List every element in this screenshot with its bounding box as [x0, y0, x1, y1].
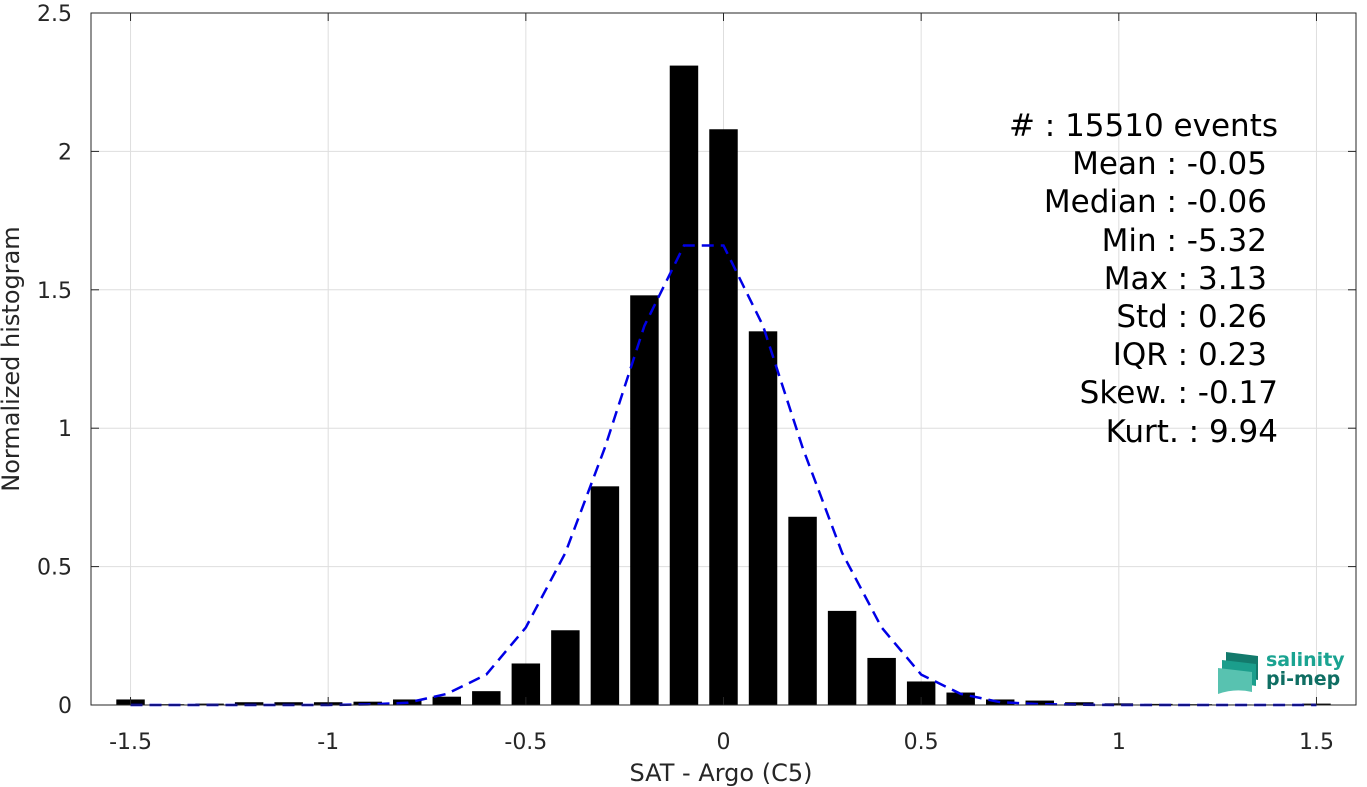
histogram-bar	[788, 516, 817, 705]
histogram-bar	[472, 691, 501, 705]
histogram-bar	[234, 702, 264, 705]
x-tick-label: 0.5	[904, 730, 939, 755]
stat-median: Median : -0.06	[1044, 184, 1267, 220]
histogram-bar	[432, 696, 462, 705]
y-tick-label: 2.5	[37, 2, 72, 27]
histogram-bar	[985, 699, 1015, 705]
logo-text-salinity: salinity	[1266, 649, 1345, 671]
stat-events: # : 15510 events	[1009, 108, 1278, 144]
stat-max: Max : 3.13	[1104, 261, 1267, 297]
wave-logo-icon	[1218, 652, 1258, 694]
x-tick-label: -1.5	[109, 730, 152, 755]
bar-series	[116, 65, 1331, 706]
histogram-bar	[709, 129, 738, 706]
histogram-bar	[827, 610, 857, 705]
histogram-bar	[551, 630, 580, 705]
salinity-pi-mep-logo: salinity pi-mep	[1218, 649, 1345, 694]
histogram-bar	[590, 486, 620, 705]
histogram-bar	[669, 65, 699, 706]
histogram-bar	[274, 702, 303, 705]
stat-std: Std : 0.26	[1116, 299, 1267, 335]
y-tick-labels: 0 0.5 1 1.5 2 2.5	[37, 2, 72, 719]
x-tick-label: 0	[717, 730, 731, 755]
statistics-annotation: # : 15510 events Mean : -0.05 Median : -…	[1009, 108, 1278, 450]
stat-iqr: IQR : 0.23	[1113, 337, 1267, 373]
histogram-bar	[1065, 702, 1094, 705]
x-tick-label: -1	[317, 730, 339, 755]
y-axis-label: Normalized histogram	[0, 226, 25, 491]
y-tick-label: 1	[58, 417, 72, 442]
stat-mean: Mean : -0.05	[1072, 146, 1267, 182]
histogram-bar	[906, 681, 936, 705]
x-tick-label: 1.5	[1299, 730, 1334, 755]
y-tick-label: 1.5	[37, 279, 72, 304]
stat-skew: Skew. : -0.17	[1080, 375, 1278, 411]
logo-text-pi-mep: pi-mep	[1266, 668, 1340, 690]
x-axis-label: SAT - Argo (C5)	[630, 759, 813, 787]
histogram-bar	[867, 657, 896, 705]
stat-min: Min : -5.32	[1102, 223, 1267, 259]
histogram-bar	[1025, 700, 1054, 705]
histogram-bar	[630, 295, 659, 705]
axis-ticks	[91, 12, 1356, 706]
histogram-bar	[748, 331, 778, 705]
x-tick-label: -0.5	[504, 730, 547, 755]
x-tick-labels: -1.5 -1 -0.5 0 0.5 1 1.5	[109, 730, 1334, 755]
histogram-bar	[1144, 703, 1173, 705]
x-tick-label: 1	[1112, 730, 1126, 755]
stat-kurt: Kurt. : 9.94	[1106, 414, 1278, 450]
y-tick-label: 0	[58, 694, 72, 719]
y-tick-label: 0.5	[37, 556, 72, 581]
y-tick-label: 2	[58, 140, 72, 165]
histogram-bar	[946, 692, 975, 705]
